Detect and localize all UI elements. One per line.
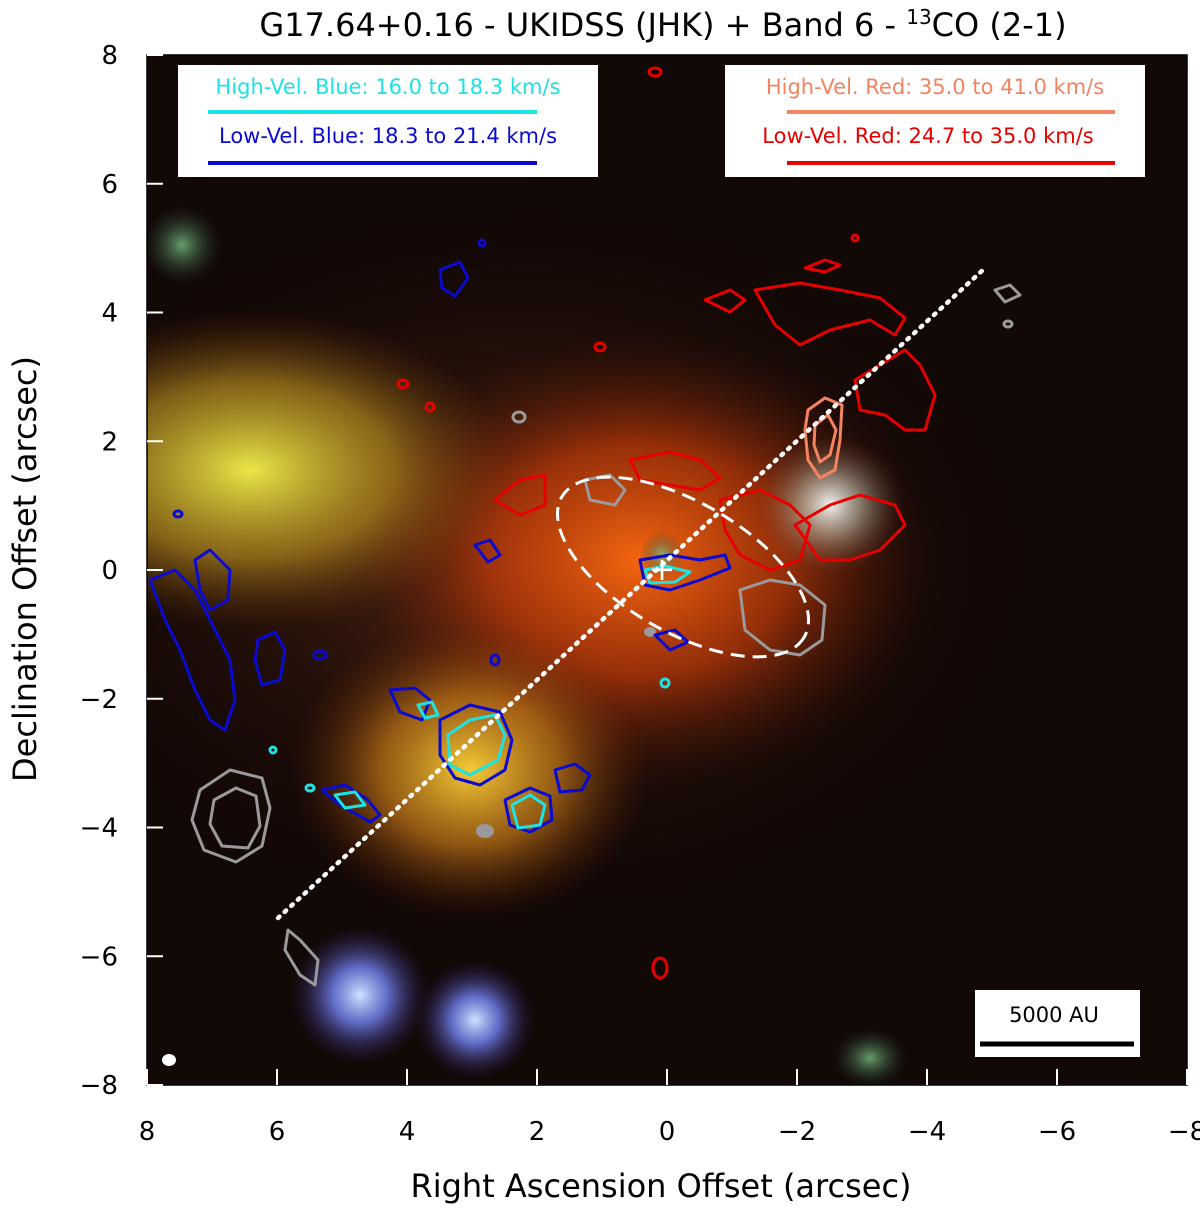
y-tick-label: −8 (80, 1071, 118, 1101)
blue-lowvel-contour (638, 553, 732, 592)
x-tick-label: 6 (269, 1117, 286, 1147)
red-lowvel-contour (718, 488, 812, 572)
red-lowvel-contour (753, 281, 907, 347)
blue-lowvel-contour (148, 568, 237, 732)
dashed-ellipse (555, 475, 811, 659)
red-lowvel-contour (396, 378, 410, 390)
blue-lowvel-contour (320, 783, 382, 824)
red-lowvel-contour (703, 288, 747, 314)
outflow-axis-line (275, 265, 988, 921)
y-tick-label: −4 (80, 814, 118, 844)
blue-highvel-contour (510, 793, 547, 830)
red-lowvel-contour (647, 66, 663, 78)
scale-bar-label: 5000 AU (1009, 1003, 1099, 1027)
blue-highvel-contour (659, 677, 671, 689)
x-axis-label: Right Ascension Offset (arcsec) (410, 1167, 911, 1205)
continuum-contour (511, 410, 527, 424)
continuum-contour (208, 786, 262, 850)
blue-highvel-contour (268, 745, 278, 755)
red-lowvel-contour (853, 348, 937, 432)
legend-red: High-Vel. Red: 35.0 to 41.0 km/s Low-Vel… (725, 65, 1145, 177)
x-tick-label: −4 (908, 1117, 946, 1147)
red-lowvel-contour (493, 473, 547, 517)
blue-lowvel-contour (438, 260, 470, 298)
y-tick-label: 4 (101, 299, 118, 329)
blue-lowvel-contour (553, 762, 592, 794)
blue-lowvel-contour (503, 786, 554, 834)
blue-highvel-contour (333, 790, 367, 810)
x-tick-label: −2 (778, 1117, 816, 1147)
blue-lowvel-contour (473, 538, 502, 564)
x-tick-label: −6 (1038, 1117, 1076, 1147)
axis-ticks (146, 54, 1188, 1086)
scale-bar: 5000 AU (975, 990, 1140, 1057)
y-axis-label: Declination Offset (arcsec) (6, 356, 44, 782)
continuum-contour (190, 768, 272, 864)
x-tick-label: 0 (659, 1117, 676, 1147)
y-tick-label: 8 (101, 41, 118, 71)
blue-highvel-contour (416, 700, 440, 720)
y-tick-label: −6 (80, 942, 118, 972)
x-tick-labels: 8 6 4 2 0 −2 −4 −6 −8 (139, 1117, 1200, 1147)
legend-blue-high-label: High-Vel. Blue: 16.0 to 18.3 km/s (216, 75, 561, 99)
continuum-contour (283, 928, 320, 987)
blue-lowvel-contour (477, 238, 487, 248)
blue-lowvel-contour (193, 548, 232, 612)
central-source-marker: + (649, 550, 676, 588)
y-tick-label: 2 (101, 427, 118, 457)
overlay-annotations: + (162, 265, 988, 1066)
continuum-blob (476, 824, 494, 838)
y-tick-label: −2 (80, 685, 118, 715)
figure-title: G17.64+0.16 - UKIDSS (JHK) + Band 6 - 13… (259, 5, 1066, 44)
y-tick-labels: 8 6 4 2 0 −2 −4 −6 −8 (80, 41, 118, 1101)
continuum-contour (993, 283, 1022, 304)
red-lowvel-contour (850, 233, 860, 243)
blue-lowvel-contour (489, 653, 501, 667)
red-highvel-contour (803, 396, 844, 480)
x-tick-label: −8 (1168, 1117, 1200, 1147)
beam-ellipse (162, 1054, 176, 1066)
continuum-contour (738, 578, 827, 657)
x-tick-label: 4 (399, 1117, 416, 1147)
blue-lowvel-contour (172, 509, 184, 519)
red-lowvel-contour (793, 493, 907, 562)
x-tick-label: 8 (139, 1117, 156, 1147)
blue-highvel-contour (446, 713, 507, 777)
blue-lowvel-contour (653, 628, 690, 652)
blue-lowvel-contour (388, 686, 432, 722)
y-tick-label: 0 (101, 556, 118, 586)
infrared-image (147, 55, 1187, 1085)
red-lowvel-contour (651, 956, 669, 980)
legend-blue-low-label: Low-Vel. Blue: 18.3 to 21.4 km/s (219, 124, 557, 148)
red-highvel-contour (812, 413, 838, 464)
legend-red-high-label: High-Vel. Red: 35.0 to 41.0 km/s (766, 75, 1104, 99)
legend-red-low-label: Low-Vel. Red: 24.7 to 35.0 km/s (762, 124, 1093, 148)
y-tick-label: 6 (101, 170, 118, 200)
blue-highvel-contour (304, 783, 316, 793)
blue-lowvel-contour (312, 649, 328, 661)
x-tick-label: 2 (529, 1117, 546, 1147)
continuum-contour (1002, 319, 1014, 329)
red-lowvel-contour (424, 401, 436, 413)
legend-blue: High-Vel. Blue: 16.0 to 18.3 km/s Low-Ve… (178, 65, 598, 177)
red-lowvel-contour (803, 258, 842, 274)
continuum-blob (644, 627, 656, 637)
red-lowvel-contour (593, 341, 607, 353)
blue-lowvel-contour (253, 630, 287, 687)
